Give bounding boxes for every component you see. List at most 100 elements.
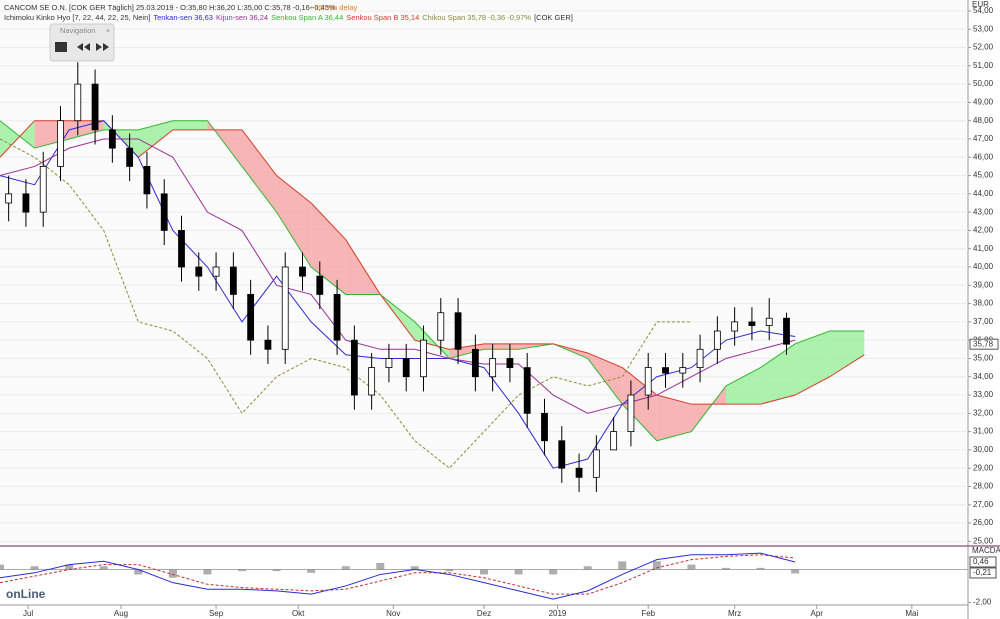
y-tick-label: 51,00 (973, 61, 994, 70)
cloud-fill (760, 343, 796, 405)
y-tick-label: 50,00 (973, 79, 994, 88)
candle-body (143, 166, 151, 195)
y-tick-label: 42,00 (973, 226, 994, 235)
macd-bar (480, 569, 488, 575)
nav-grid-icon[interactable] (55, 42, 67, 52)
header-delay: • 15 min delay (310, 3, 357, 12)
price-label: 35,78 (973, 339, 994, 348)
y-tick-label: 44,00 (973, 189, 994, 198)
ind: Tenkan-sen 36,63 (153, 13, 213, 22)
candle-body (575, 467, 583, 478)
ind: Kijun-sen 36,24 (216, 13, 268, 22)
y-tick-label: -2,00 (973, 597, 992, 606)
macd-line (0, 552, 796, 600)
candle-body (212, 266, 220, 277)
candle-body (22, 193, 30, 213)
candle-body (454, 312, 462, 350)
candle-body (247, 294, 255, 341)
y-tick-label: 45,00 (973, 171, 994, 180)
candle-body (679, 367, 687, 374)
y-tick-label: 30,00 (973, 445, 994, 454)
y-tick-label: 43,00 (973, 207, 994, 216)
candle-body (420, 339, 427, 378)
y-tick-label: 26,00 (973, 518, 994, 527)
candle-body (350, 339, 358, 396)
header-line: CANCOM SE O.N. [COK GER Täglich] 25.03.2… (4, 3, 336, 12)
y-tick-label: 29,00 (973, 463, 994, 472)
y-tick-label: 48,00 (973, 116, 994, 125)
currency: EUR (972, 0, 989, 9)
candle-body (765, 317, 773, 326)
price-box (969, 338, 999, 350)
macd-bar (272, 569, 281, 572)
candle-body (627, 394, 635, 433)
y-tick-label: 39,00 (973, 280, 994, 289)
candle-body (644, 367, 652, 396)
macd-bar (687, 564, 696, 570)
y-tick-label: 32,00 (973, 408, 994, 417)
x-tick-label: Sep (209, 609, 224, 618)
x-tick-label: Nov (386, 609, 400, 618)
y-tick-label: 52,00 (973, 43, 994, 52)
y-tick-label: 40,00 (973, 262, 994, 271)
y-tick-label: 54,00 (973, 6, 994, 15)
macd-bar (410, 566, 419, 570)
candle-body (299, 266, 306, 277)
y-tick-label: 47,00 (973, 134, 994, 143)
y-tick-label: 28,00 (973, 482, 994, 491)
x-tick-label: Mai (905, 609, 918, 618)
macd-bar (99, 566, 108, 570)
cloud-fill (242, 129, 277, 213)
candle-body (662, 367, 669, 374)
nav-back[interactable] (77, 43, 90, 51)
macd-bar (307, 569, 316, 573)
cloud-fill (829, 331, 865, 377)
ind: Senkou Span B 35,14 (346, 13, 419, 22)
span-b (0, 120, 865, 405)
x-tick-label: Jul (23, 609, 33, 618)
macd-signal (0, 554, 796, 595)
navigation-widget[interactable]: Navigation × (49, 23, 115, 62)
macd-bar (376, 562, 385, 570)
ind: [COK GER] (534, 13, 573, 22)
macd-bar (0, 564, 4, 570)
candle-body (108, 129, 116, 149)
nav-close[interactable]: × (106, 28, 110, 35)
macd-bar (756, 567, 765, 570)
macd-bar (445, 569, 454, 572)
candle-body (489, 358, 497, 378)
candle-body (402, 358, 410, 378)
macd-bar (514, 569, 523, 575)
candle-body (333, 294, 341, 341)
y-tick-label: 38,00 (973, 299, 994, 308)
candle-body (541, 412, 548, 442)
cloud-fill (276, 175, 312, 268)
x-tick-label: Apr (811, 609, 824, 618)
indicator-line (0, 138, 796, 414)
y-tick-label: 37,00 (973, 317, 994, 326)
plot-bg (0, 0, 968, 545)
macd-bar (203, 569, 212, 575)
candle-body (731, 321, 739, 332)
candle-body (713, 330, 721, 350)
macd-bar (30, 566, 39, 570)
nav-forward[interactable] (96, 43, 109, 51)
macd-bar (134, 569, 143, 575)
ind: Ichimoku Kinko Hyo [7, 22, 44, 22, 25, N… (4, 13, 150, 22)
macd-title: MACDA (972, 546, 1000, 555)
candle-body (592, 449, 600, 478)
macd-bar (238, 569, 246, 572)
y-tick-label: 41,00 (973, 244, 994, 253)
candle-body (523, 367, 531, 414)
macd-bar (583, 566, 592, 570)
cloud-fill (138, 120, 173, 158)
candle-body (91, 83, 99, 131)
cloud-fill (172, 120, 208, 130)
y-tick-label: 35,00 (973, 354, 994, 363)
x-tick-label: Dez (477, 609, 491, 618)
macd-bar (652, 561, 661, 570)
candle-body (696, 348, 704, 369)
cloud-fill (726, 367, 761, 405)
candle-body (471, 348, 479, 378)
candle-body (437, 312, 445, 341)
